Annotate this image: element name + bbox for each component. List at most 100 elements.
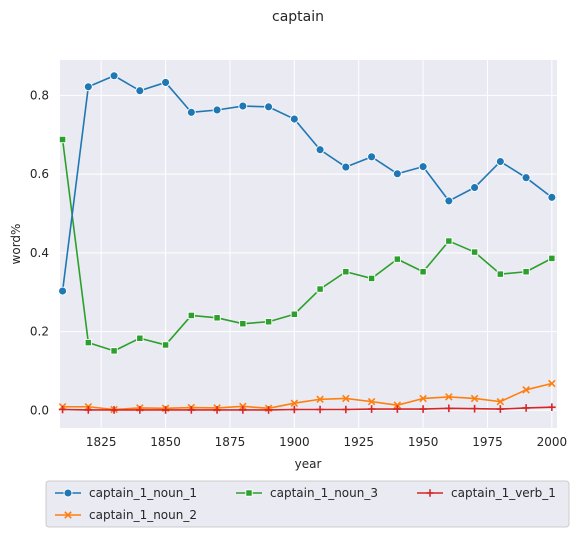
data-point — [316, 285, 324, 293]
data-point — [161, 341, 170, 349]
x-axis-label: year — [295, 457, 322, 471]
data-point — [341, 162, 351, 172]
data-point — [367, 405, 376, 413]
data-point — [342, 405, 350, 414]
data-point — [290, 399, 299, 407]
series-line — [62, 382, 553, 411]
data-point — [418, 162, 428, 172]
data-point — [212, 105, 222, 115]
data-point — [58, 405, 67, 414]
data-point — [522, 404, 530, 412]
data-point — [264, 406, 273, 414]
data-point — [393, 405, 402, 413]
data-point — [367, 397, 376, 406]
data-point — [342, 394, 350, 403]
legend-label: captain_1_noun_3 — [270, 486, 378, 500]
data-point — [522, 268, 530, 276]
legend-item: captain_1_noun_3 — [236, 486, 378, 500]
data-point — [342, 268, 350, 276]
legend-marker — [245, 489, 253, 497]
data-point — [419, 405, 427, 413]
x-tick-label: 1825 — [86, 435, 117, 449]
data-point — [289, 114, 299, 124]
data-point — [316, 405, 324, 414]
data-point — [58, 286, 68, 296]
data-point — [496, 270, 504, 278]
data-point — [84, 338, 92, 347]
data-point — [238, 101, 248, 111]
legend-item: captain_1_noun_2 — [55, 508, 197, 522]
data-point — [239, 406, 247, 414]
data-point — [110, 347, 118, 355]
data-point — [264, 318, 273, 326]
data-point — [84, 406, 93, 414]
y-tick-label: 0.0 — [30, 403, 49, 417]
x-tick-label: 2000 — [537, 435, 568, 449]
data-point — [496, 397, 505, 406]
data-point — [445, 404, 453, 413]
legend-marker — [64, 511, 72, 519]
data-point — [548, 254, 556, 263]
data-point — [548, 379, 556, 388]
data-point — [213, 406, 221, 414]
data-point — [522, 386, 530, 394]
data-point — [290, 405, 299, 414]
data-point — [419, 394, 427, 403]
series-captain_1_noun_1 — [58, 71, 557, 296]
data-point — [470, 394, 479, 403]
y-tick-label: 0.4 — [30, 246, 49, 260]
data-point — [445, 237, 453, 245]
x-tick-label: 1975 — [472, 435, 503, 449]
data-point — [315, 145, 325, 155]
data-point — [393, 255, 401, 263]
y-axis-ticks: 0.0 0.2 0.4 0.6 0.8 — [30, 88, 49, 417]
data-point — [496, 405, 505, 413]
data-point — [136, 406, 144, 414]
y-tick-label: 0.8 — [30, 88, 49, 102]
legend-item: captain_1_verb_1 — [417, 486, 556, 500]
data-point — [161, 406, 170, 414]
data-point — [136, 334, 144, 342]
x-tick-label: 1950 — [408, 435, 439, 449]
data-point — [521, 173, 531, 183]
data-point — [470, 248, 479, 256]
y-tick-label: 0.2 — [30, 325, 49, 339]
data-point — [316, 395, 324, 404]
legend-label: captain_1_noun_1 — [89, 486, 197, 500]
data-point — [470, 183, 480, 192]
legend-marker — [63, 488, 73, 498]
data-point — [264, 102, 274, 112]
series-layer — [58, 71, 557, 414]
data-point — [109, 71, 119, 81]
data-point — [547, 192, 557, 202]
data-point — [470, 404, 479, 413]
data-point — [161, 77, 171, 87]
data-point — [58, 135, 67, 144]
data-point — [367, 274, 376, 283]
data-point — [83, 82, 93, 92]
series-captain_1_noun_3 — [58, 135, 556, 355]
y-axis-label: word% — [9, 224, 23, 265]
data-point — [290, 310, 298, 318]
legend-marker — [426, 489, 434, 497]
data-point — [186, 107, 196, 117]
data-point — [393, 401, 402, 409]
series-line — [61, 74, 553, 292]
data-point — [187, 311, 195, 320]
legend-item: captain_1_noun_1 — [55, 486, 197, 500]
series-captain_1_verb_1 — [58, 403, 556, 414]
data-point — [392, 169, 402, 179]
y-tick-label: 0.6 — [30, 167, 49, 181]
data-point — [187, 406, 196, 414]
chart-title: captain — [272, 9, 324, 25]
data-point — [239, 320, 247, 328]
x-tick-label: 1900 — [279, 435, 310, 449]
data-point — [444, 196, 454, 206]
x-tick-label: 1850 — [150, 435, 181, 449]
data-point — [495, 157, 505, 166]
x-axis-ticks: 1825 1850 1875 1900 1925 1950 1975 2000 — [86, 435, 567, 449]
data-point — [213, 314, 221, 322]
data-point — [135, 86, 145, 96]
data-point — [110, 406, 118, 414]
